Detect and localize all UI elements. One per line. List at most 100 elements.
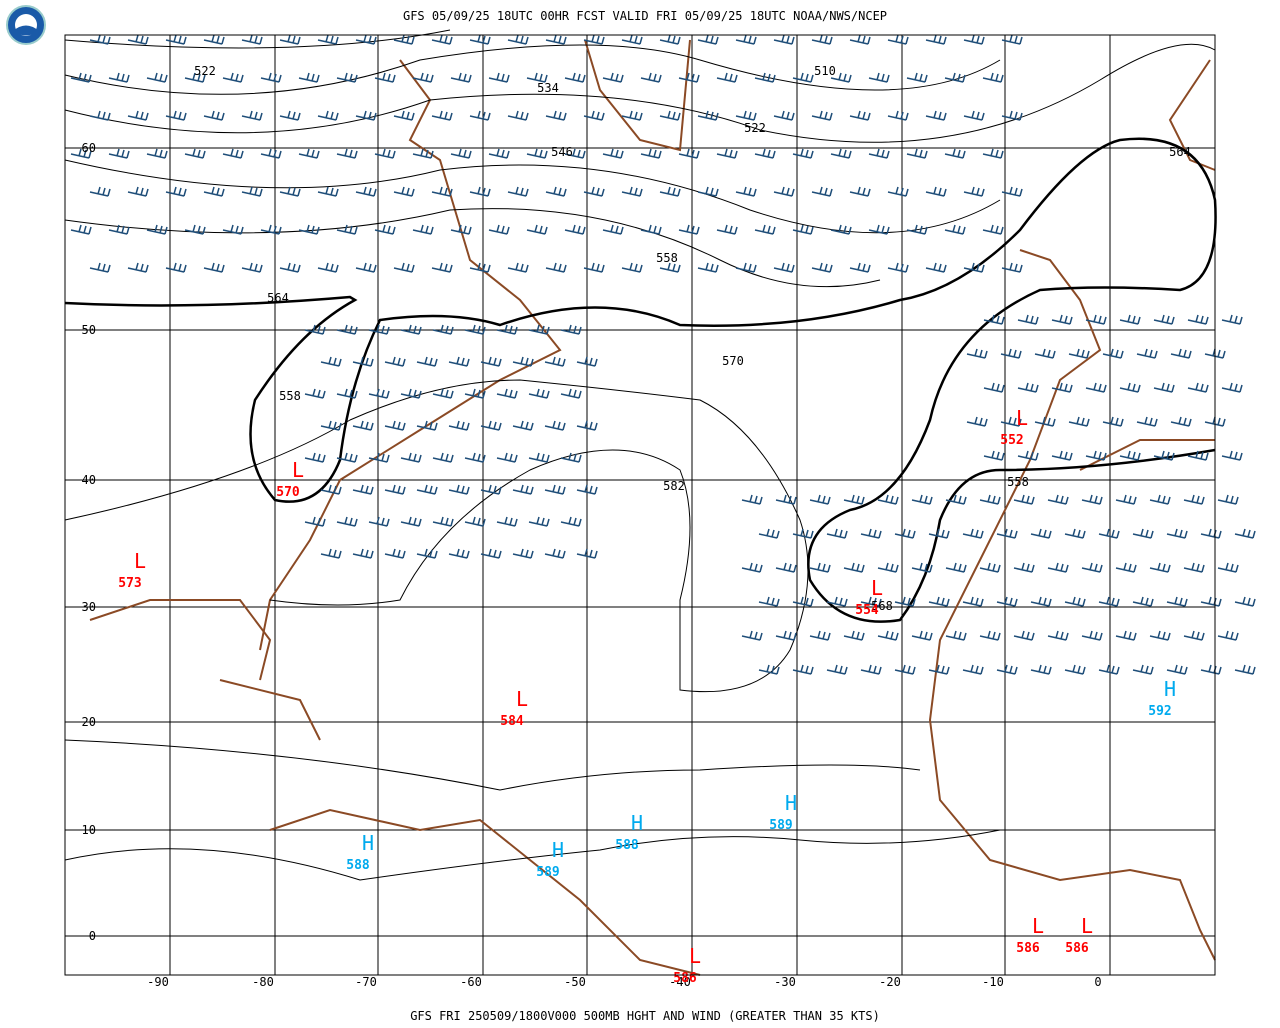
wind-barb: [496, 324, 518, 335]
wind-barb: [545, 262, 567, 273]
wind-barb: [792, 72, 814, 83]
wind-barb: [1102, 348, 1124, 359]
wind-barb: [849, 34, 871, 45]
wind-barb: [811, 110, 833, 121]
wind-barb: [583, 186, 605, 197]
wind-barb: [1234, 528, 1256, 539]
wind-barb: [1132, 596, 1154, 607]
wind-barb: [911, 630, 933, 641]
wind-barb: [1098, 528, 1120, 539]
wind-barb: [384, 548, 406, 559]
wind-barb: [754, 148, 776, 159]
wind-barb: [528, 324, 550, 335]
wind-barb: [809, 562, 831, 573]
wind-barb: [1166, 528, 1188, 539]
wind-barb: [868, 72, 890, 83]
wind-barb: [1064, 528, 1086, 539]
wind-barb: [887, 186, 909, 197]
contour-label: 546: [551, 145, 573, 159]
wind-barb: [868, 224, 890, 235]
wind-barb: [1047, 494, 1069, 505]
wind-barb: [1136, 348, 1158, 359]
wind-barb: [659, 262, 681, 273]
latitude-label: 50: [82, 323, 96, 337]
pressure-center-symbol: L: [516, 687, 528, 711]
pressure-center-symbol: H: [1164, 677, 1176, 701]
wind-barb: [716, 148, 738, 159]
wind-barb: [583, 34, 605, 45]
map-frame: [64, 34, 1216, 976]
wind-barb: [741, 562, 763, 573]
wind-barb: [1081, 630, 1103, 641]
wind-barb: [773, 110, 795, 121]
wind-barb: [775, 630, 797, 641]
wind-barb: [830, 224, 852, 235]
wind-barb: [963, 262, 985, 273]
wind-barb: [1001, 110, 1023, 121]
contour-label: 534: [537, 81, 559, 95]
wind-barb: [368, 516, 390, 527]
wind-barb: [887, 262, 909, 273]
wind-barb: [222, 72, 244, 83]
wind-barb: [1170, 416, 1192, 427]
wind-barb: [127, 186, 149, 197]
wind-barb: [1166, 664, 1188, 675]
labels: 60 50 40 30 20 10 0 -90 -80 -70 -60 -50 -40 -30 -20 -10…: [82, 64, 1191, 989]
wind-barb: [640, 224, 662, 235]
pressure-center-symbol: L: [1081, 914, 1093, 938]
wind-barb: [412, 224, 434, 235]
wind-barb: [1221, 450, 1243, 461]
wind-barb: [1149, 494, 1171, 505]
wind-barb: [526, 148, 548, 159]
wind-barb: [355, 110, 377, 121]
wind-barb: [564, 72, 586, 83]
wind-barb: [1051, 450, 1073, 461]
wind-barb: [792, 664, 814, 675]
wind-barb: [1034, 416, 1056, 427]
contour-label: 522: [194, 64, 216, 78]
wind-barb: [416, 548, 438, 559]
pressure-center-symbol: L: [689, 944, 701, 968]
wind-barb: [127, 34, 149, 45]
wind-barb: [393, 262, 415, 273]
contour-label: 558: [1007, 475, 1029, 489]
pressure-center-symbol: H: [552, 838, 564, 862]
pressure-center-symbol: L: [1032, 914, 1044, 938]
wind-barb: [1034, 348, 1056, 359]
wind-barb: [894, 528, 916, 539]
wind-barb: [469, 186, 491, 197]
wind-barb: [70, 72, 92, 83]
wind-barb: [1217, 494, 1239, 505]
wind-barb: [982, 148, 1004, 159]
contour-label: 564: [267, 291, 289, 305]
wind-barb: [640, 72, 662, 83]
wind-barb: [860, 596, 882, 607]
wind-barb: [260, 72, 282, 83]
wind-barb: [697, 110, 719, 121]
wind-barb: [906, 72, 928, 83]
wind-barb: [431, 34, 453, 45]
wind-barb: [602, 224, 624, 235]
pressure-center-value: 584: [500, 714, 524, 729]
longitude-label: -90: [147, 975, 169, 989]
wind-barb: [792, 596, 814, 607]
wind-barb: [1000, 416, 1022, 427]
wind-barb: [512, 484, 534, 495]
wind-barb: [983, 314, 1005, 325]
wind-barb: [775, 562, 797, 573]
pressure-center-symbol: L: [134, 549, 146, 573]
contour-label: 510: [814, 64, 836, 78]
wind-barb: [496, 452, 518, 463]
pressure-center-value: 592: [1148, 704, 1171, 719]
footer-text: GFS FRI 250509/1800V000 500MB HGHT AND W…: [410, 1009, 880, 1023]
wind-barb: [507, 34, 529, 45]
wind-barb: [432, 452, 454, 463]
wind-barb: [560, 388, 582, 399]
wind-barb: [735, 186, 757, 197]
wind-barb: [352, 484, 374, 495]
wind-barb: [621, 34, 643, 45]
wind-barb: [887, 110, 909, 121]
wind-barb: [279, 34, 301, 45]
wind-barb: [450, 224, 472, 235]
wind-barb: [982, 72, 1004, 83]
